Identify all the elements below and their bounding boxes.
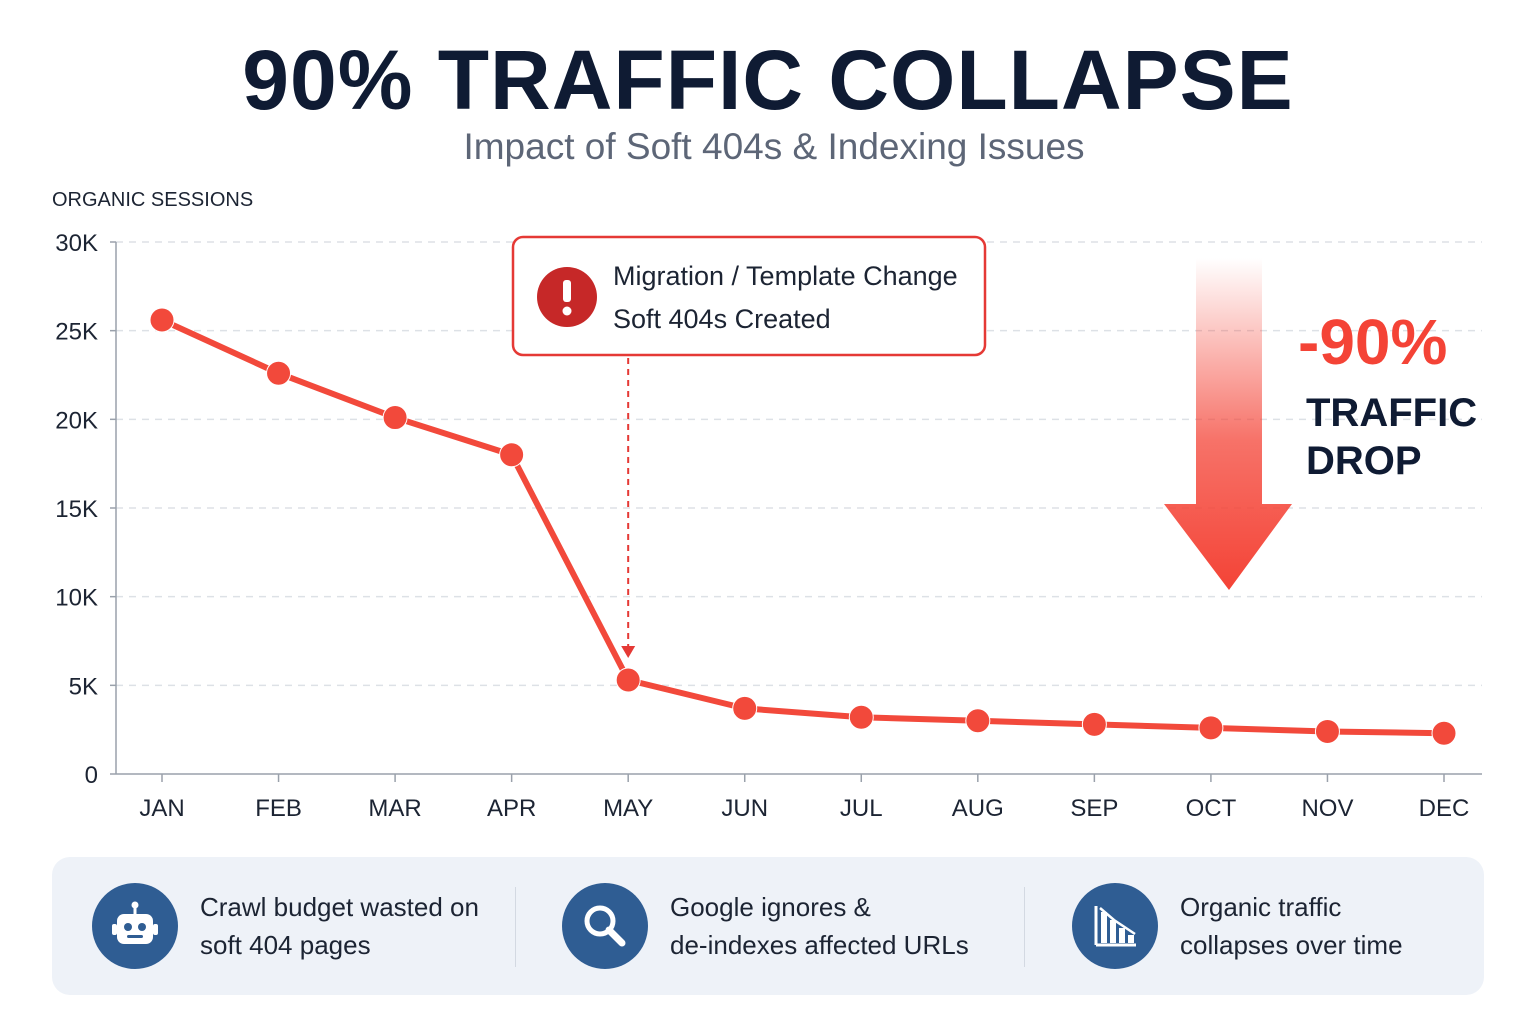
x-tick-label: JUN	[721, 795, 768, 822]
y-tick-label: 15K	[55, 496, 98, 523]
x-tick-label: JAN	[139, 795, 184, 822]
data-point-may	[615, 667, 641, 693]
x-tick-label: FEB	[255, 795, 302, 822]
page-subtitle: Impact of Soft 404s & Indexing Issues	[463, 126, 1085, 167]
robot-icon	[92, 883, 178, 969]
data-point-oct	[1198, 715, 1224, 741]
migration-annotation: Migration / Template Change Soft 404s Cre…	[511, 235, 987, 659]
y-tick-label: 20K	[55, 407, 98, 434]
impact-item-crawl-budget: Crawl budget wasted on soft 404 pages	[92, 857, 479, 995]
y-tick-label: 10K	[55, 585, 98, 612]
down-arrow-icon	[1164, 258, 1292, 590]
annotation-line2: Soft 404s Created	[613, 304, 831, 334]
search-icon	[562, 883, 648, 969]
x-tick-label: NOV	[1301, 795, 1353, 822]
annotation-line1: Migration / Template Change	[613, 261, 958, 291]
impact-item-text: Organic traffic collapses over time	[1180, 892, 1403, 960]
x-tick-label: MAY	[603, 795, 653, 822]
drop-percentage: -90%	[1298, 306, 1447, 378]
x-tick-label: APR	[487, 795, 536, 822]
impact-summary-panel: Crawl budget wasted on soft 404 pages Go…	[52, 857, 1484, 995]
x-tick-label: AUG	[952, 795, 1004, 822]
y-tick-label: 5K	[69, 673, 98, 700]
declining-bar-chart-icon	[1072, 883, 1158, 969]
data-point-jun	[732, 695, 758, 721]
x-tick-label: DEC	[1419, 795, 1470, 822]
axis-layer: 30K 25K 20K 15K 10K 5K 0 JAN FEB MAR APR MAY JUN JUL A…	[55, 230, 1482, 822]
x-tick-label: SEP	[1070, 795, 1118, 822]
data-point-apr	[499, 442, 525, 468]
annotation-arrowhead	[621, 646, 636, 659]
page-title: 90% TRAFFIC COLLAPSE	[242, 33, 1294, 127]
data-point-aug	[965, 708, 991, 734]
data-point-jan	[149, 307, 175, 333]
drop-label-line2: DROP	[1306, 439, 1422, 483]
data-point-sep	[1081, 711, 1107, 737]
x-tick-label: JUL	[840, 795, 883, 822]
drop-label-line1: TRAFFIC	[1306, 391, 1477, 435]
data-point-feb	[266, 360, 292, 386]
data-point-dec	[1431, 720, 1457, 746]
alert-icon	[537, 267, 597, 327]
series-layer	[149, 307, 1457, 746]
divider	[1024, 887, 1025, 967]
divider	[515, 887, 516, 967]
series-line	[159, 317, 1447, 737]
y-tick-label: 25K	[55, 319, 98, 346]
x-tick-label: MAR	[368, 795, 421, 822]
y-axis-label: ORGANIC SESSIONS	[52, 189, 253, 211]
y-tick-label: 0	[85, 762, 98, 789]
annotation-box	[511, 235, 987, 357]
data-point-nov	[1314, 718, 1340, 744]
x-tick-label: OCT	[1186, 795, 1237, 822]
data-point-jul	[848, 704, 874, 730]
y-tick-label: 30K	[55, 230, 98, 257]
impact-item-text: Crawl budget wasted on soft 404 pages	[200, 892, 479, 960]
impact-item-traffic-collapse: Organic traffic collapses over time	[1072, 857, 1403, 995]
impact-item-text: Google ignores & de-indexes affected URL…	[670, 892, 969, 960]
data-point-mar	[382, 405, 408, 431]
impact-item-deindexing: Google ignores & de-indexes affected URL…	[562, 857, 969, 995]
